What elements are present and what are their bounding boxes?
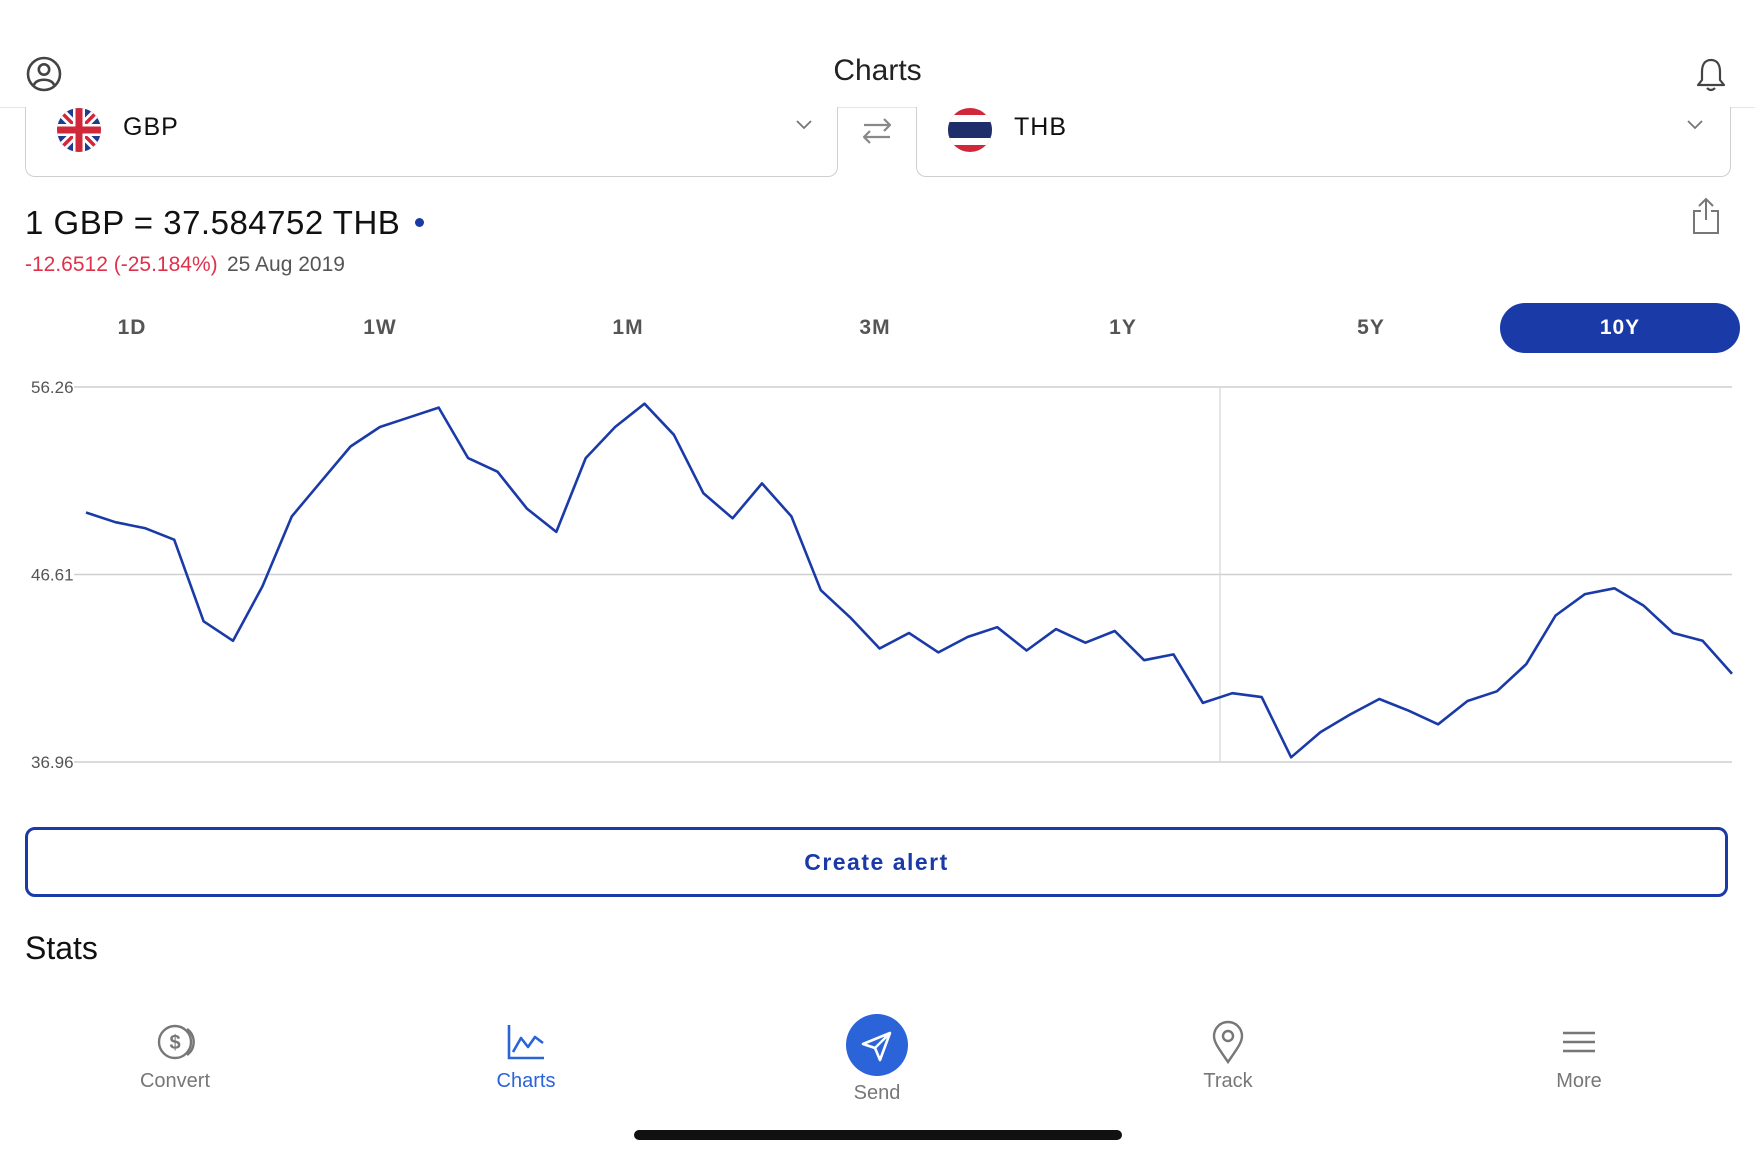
live-indicator-dot bbox=[415, 218, 424, 227]
rate-change: -12.6512 (-25.184%) bbox=[25, 253, 218, 276]
nav-more[interactable]: More bbox=[1479, 1020, 1679, 1093]
nav-more-label: More bbox=[1556, 1070, 1602, 1092]
thailand-flag-icon bbox=[948, 108, 992, 152]
series-line bbox=[85, 402, 1733, 759]
create-alert-button[interactable]: Create alert bbox=[25, 827, 1728, 897]
nav-convert-label: Convert bbox=[139, 1070, 211, 1092]
from-currency-select[interactable]: GBP bbox=[25, 107, 838, 177]
stats-heading: Stats bbox=[25, 930, 98, 966]
profile-icon[interactable] bbox=[24, 54, 64, 94]
y-tick-label: 46.61 bbox=[31, 566, 74, 585]
exchange-rate: 1 GBP = 37.584752 THB bbox=[25, 204, 401, 241]
range-tab-1w[interactable]: 1W bbox=[363, 316, 397, 339]
y-tick-label: 56.26 bbox=[31, 378, 74, 397]
to-currency-code: THB bbox=[1014, 113, 1067, 141]
menu-icon bbox=[1563, 1031, 1595, 1053]
location-pin-icon bbox=[1212, 1020, 1244, 1064]
convert-icon: $ bbox=[157, 1024, 195, 1060]
send-icon bbox=[846, 1014, 908, 1076]
y-tick-label: 36.96 bbox=[31, 753, 74, 772]
swap-icon[interactable] bbox=[858, 113, 896, 149]
home-indicator bbox=[634, 1130, 1122, 1140]
to-currency-select[interactable]: THB bbox=[916, 107, 1731, 177]
nav-charts[interactable]: Charts bbox=[426, 1020, 626, 1093]
svg-text:$: $ bbox=[169, 1032, 180, 1054]
nav-charts-label: Charts bbox=[496, 1070, 556, 1092]
page-title: Charts bbox=[833, 54, 922, 87]
nav-send[interactable]: Send bbox=[777, 1014, 977, 1105]
range-tab-3m[interactable]: 3M bbox=[859, 316, 891, 339]
range-tab-10y[interactable]: 10Y bbox=[1500, 303, 1740, 353]
nav-track[interactable]: Track bbox=[1128, 1020, 1328, 1093]
range-tab-1m[interactable]: 1M bbox=[612, 316, 644, 339]
nav-send-label: Send bbox=[853, 1082, 901, 1104]
bell-icon[interactable] bbox=[1692, 54, 1730, 94]
rate-chart[interactable]: 56.26 46.61 36.96 bbox=[0, 360, 1755, 780]
header-bar bbox=[0, 0, 1755, 108]
range-tab-1y[interactable]: 1Y bbox=[1109, 316, 1137, 339]
range-tab-5y[interactable]: 5Y bbox=[1357, 316, 1385, 339]
share-icon[interactable] bbox=[1690, 196, 1722, 236]
chart-icon bbox=[507, 1025, 544, 1060]
chevron-down-icon bbox=[1687, 120, 1703, 130]
from-currency-code: GBP bbox=[123, 113, 179, 141]
rate-date: 25 Aug 2019 bbox=[227, 253, 345, 276]
chevron-down-icon bbox=[796, 120, 812, 130]
nav-track-label: Track bbox=[1203, 1070, 1253, 1092]
range-tab-1d[interactable]: 1D bbox=[117, 316, 147, 339]
uk-flag-icon bbox=[57, 108, 101, 152]
nav-convert[interactable]: $ Convert bbox=[75, 1020, 275, 1093]
